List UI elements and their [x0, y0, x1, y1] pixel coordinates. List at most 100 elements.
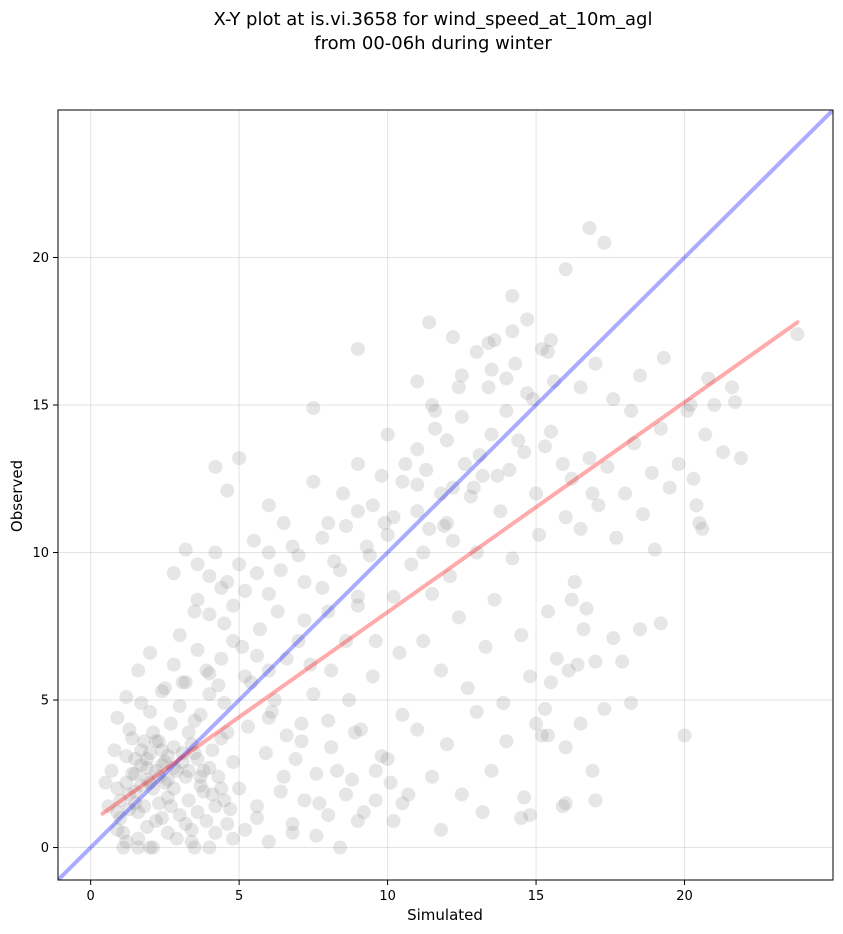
data-point [410, 374, 425, 389]
data-point [707, 398, 722, 413]
data-point [232, 557, 247, 572]
data-point [202, 760, 217, 775]
data-point [291, 548, 306, 563]
data-point [439, 433, 454, 448]
data-point [309, 766, 324, 781]
data-point [199, 663, 214, 678]
data-point [276, 769, 291, 784]
data-point [202, 840, 217, 855]
data-point [410, 504, 425, 519]
data-point [172, 698, 187, 713]
data-point [116, 840, 131, 855]
data-point [647, 542, 662, 557]
data-point [294, 716, 309, 731]
data-point [481, 336, 496, 351]
identity-line [58, 110, 833, 880]
data-point [454, 787, 469, 802]
data-point [588, 356, 603, 371]
data-point [493, 504, 508, 519]
data-point [321, 604, 336, 619]
data-point [395, 796, 410, 811]
data-point [618, 486, 633, 501]
data-point [143, 775, 158, 790]
data-point [341, 693, 356, 708]
data-point [564, 592, 579, 607]
data-point [261, 663, 276, 678]
data-point [160, 772, 175, 787]
data-point [208, 545, 223, 560]
data-point [588, 654, 603, 669]
data-point [365, 498, 380, 513]
data-point [238, 822, 253, 837]
data-point [353, 722, 368, 737]
data-point [466, 480, 481, 495]
data-point [451, 380, 466, 395]
data-point [291, 634, 306, 649]
data-point [131, 663, 146, 678]
data-point [181, 725, 196, 740]
x-tick-label: 5 [235, 889, 243, 904]
data-point [297, 793, 312, 808]
plot-frame [57, 109, 834, 881]
data-point [226, 754, 241, 769]
data-point [267, 693, 282, 708]
data-point [205, 787, 220, 802]
data-point [425, 586, 440, 601]
data-point [169, 763, 184, 778]
data-point [143, 645, 158, 660]
data-point [249, 799, 264, 814]
data-point [490, 468, 505, 483]
data-point [110, 781, 125, 796]
data-point [511, 433, 526, 448]
data-point [178, 769, 193, 784]
data-point [454, 409, 469, 424]
data-point [184, 737, 199, 752]
data-point [523, 808, 538, 823]
data-point [434, 486, 449, 501]
data-point [279, 651, 294, 666]
data-point [517, 445, 532, 460]
data-point [190, 642, 205, 657]
data-point [134, 743, 149, 758]
chart-title-line-1: X-Y plot at is.vi.3658 for wind_speed_at… [214, 9, 653, 30]
data-point [377, 516, 392, 531]
grid-lines [58, 110, 833, 880]
data-point [339, 518, 354, 533]
data-point [523, 669, 538, 684]
data-point [425, 769, 440, 784]
data-point [315, 580, 330, 595]
data-point [116, 825, 131, 840]
data-point [410, 442, 425, 457]
data-point [543, 424, 558, 439]
data-point [535, 341, 550, 356]
data-point [419, 462, 434, 477]
data-point [205, 743, 220, 758]
data-point [484, 427, 499, 442]
data-point [217, 616, 232, 631]
data-point [445, 330, 460, 345]
data-point [401, 787, 416, 802]
data-point [160, 790, 175, 805]
data-point [226, 634, 241, 649]
x-tick-label: 0 [87, 889, 95, 904]
data-point [321, 713, 336, 728]
data-point [261, 498, 276, 513]
data-point [499, 734, 514, 749]
data-point [226, 831, 241, 846]
data-point [374, 468, 389, 483]
data-point [416, 545, 431, 560]
data-point [187, 604, 202, 619]
data-point [202, 687, 217, 702]
data-point [110, 805, 125, 820]
data-point [350, 598, 365, 613]
x-tick-label: 15 [528, 889, 545, 904]
data-point [294, 734, 309, 749]
data-point [193, 778, 208, 793]
data-point [442, 569, 457, 584]
data-point [297, 575, 312, 590]
data-point [597, 701, 612, 716]
data-point [211, 678, 226, 693]
y-tick-label: 15 [32, 399, 49, 414]
data-point [582, 451, 597, 466]
data-point [137, 734, 152, 749]
